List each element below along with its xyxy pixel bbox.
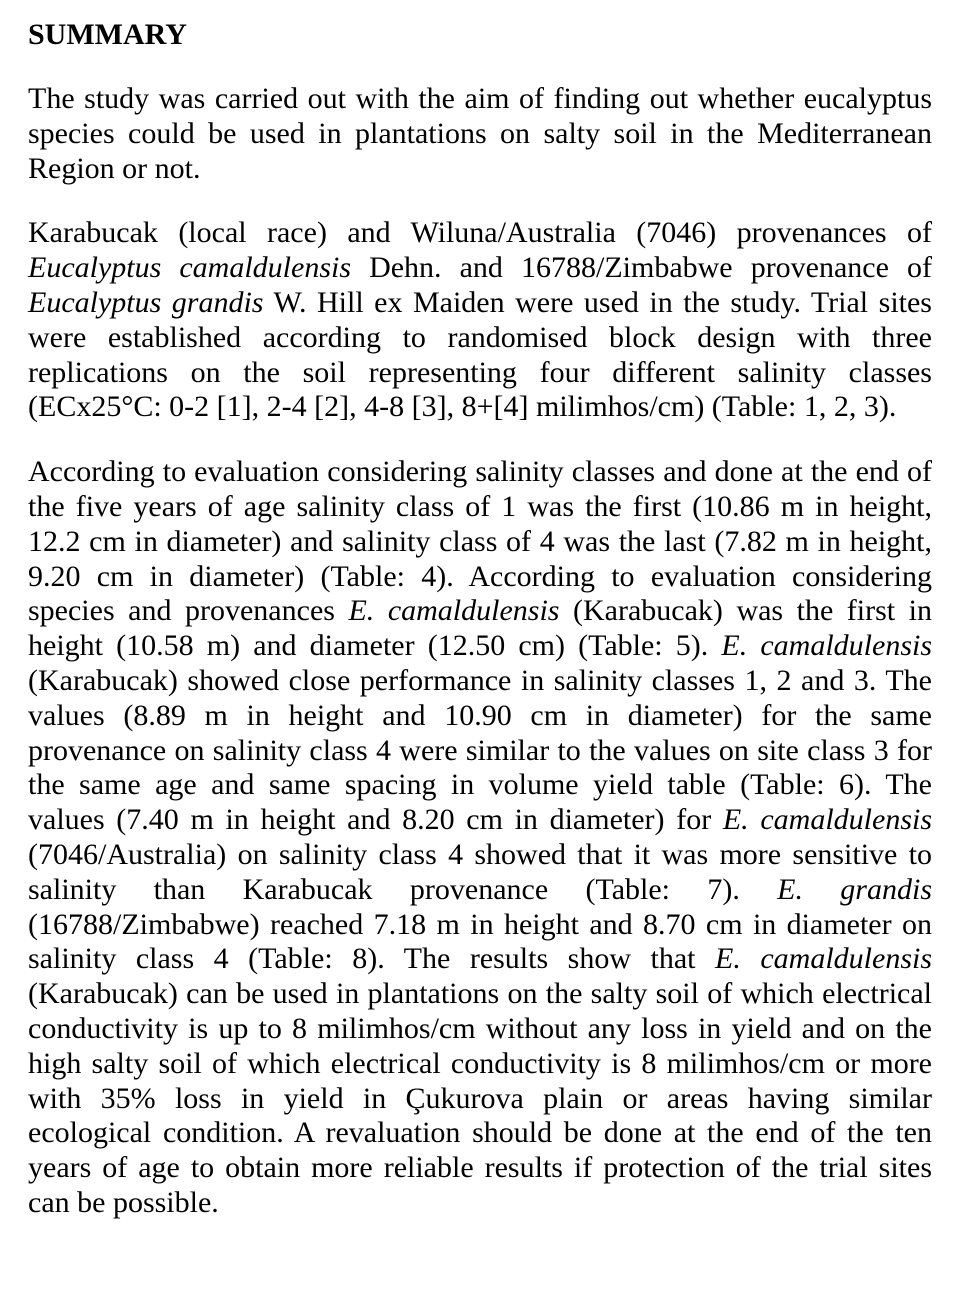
para3-italic-5: E. camaldulensis [715,942,932,975]
para2-text-1: Karabucak (local race) and Wiluna/Austra… [28,216,932,249]
paragraph-1: The study was carried out with the aim o… [28,82,932,186]
para2-italic-2: Eucalyptus grandis [28,286,263,319]
para3-italic-2: E. camaldulensis [721,629,932,662]
paragraph-3: According to evaluation considering sali… [28,455,932,1221]
para3-italic-3: E. camaldulensis [723,803,932,836]
para3-italic-1: E. camaldulensis [348,594,559,627]
para2-text-2: Dehn. and 16788/Zimbabwe provenance of [351,251,932,284]
para1-text: The study was carried out with the aim o… [28,82,932,185]
para2-italic-1: Eucalyptus camaldulensis [28,251,351,284]
paragraph-2: Karabucak (local race) and Wiluna/Austra… [28,216,932,425]
para3-italic-4: E. grandis [777,873,932,906]
para3-text-6: (Karabucak) can be used in plantations o… [28,977,932,1219]
summary-heading: SUMMARY [28,18,932,52]
